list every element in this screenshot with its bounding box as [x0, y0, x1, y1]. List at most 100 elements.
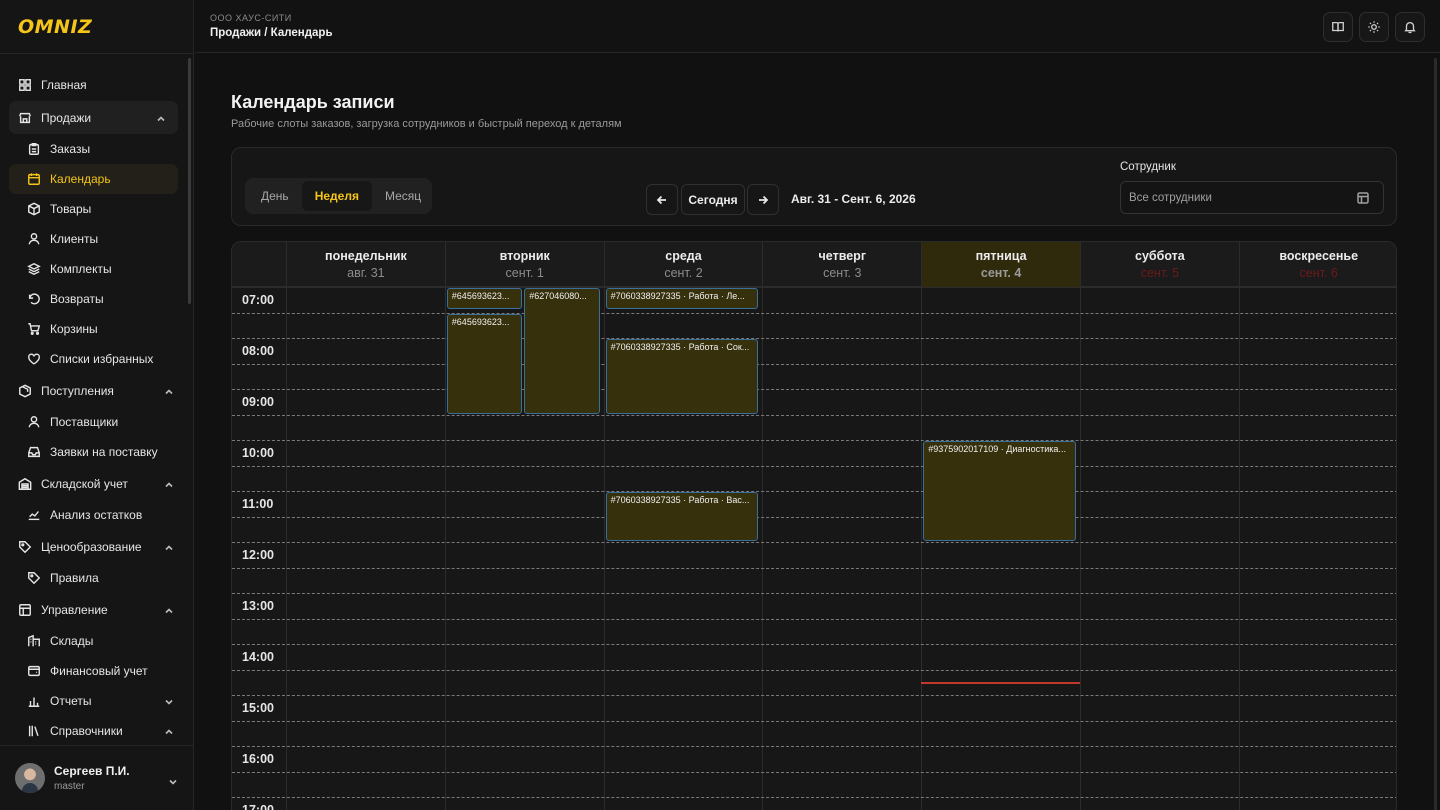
day-header[interactable]: суббота сент. 5: [1080, 242, 1239, 287]
sidebar-item-finance[interactable]: Финансовый учет: [0, 656, 186, 686]
next-week-button[interactable]: [747, 184, 779, 215]
chevron-up-icon[interactable]: [156, 113, 166, 123]
sun-icon: [1368, 21, 1380, 33]
sidebar-item-label: Продажи: [41, 110, 92, 125]
notifications-button[interactable]: [1395, 12, 1425, 42]
view-day-button[interactable]: День: [261, 189, 289, 203]
time-label: 16:00: [242, 752, 274, 766]
day-header[interactable]: вторник сент. 1: [444, 242, 604, 287]
arrow-left-icon: [656, 195, 666, 204]
sidebar-item-favorites[interactable]: Списки избранных: [0, 344, 186, 374]
sidebar-item-label: Главная: [41, 77, 87, 92]
sidebar-item-orders[interactable]: Заказы: [0, 134, 186, 164]
sidebar-item-label: Корзины: [50, 322, 98, 336]
hour-line: [232, 389, 1396, 390]
sidebar-item-label: Управление: [41, 602, 108, 617]
today-label: Сегодня: [688, 192, 738, 207]
time-label: 15:00: [242, 701, 274, 715]
sidebar-item-products[interactable]: Товары: [0, 194, 186, 224]
sidebar-item-label: Складской учет: [41, 476, 128, 491]
half-hour-line: [232, 567, 1396, 569]
hour-line: [232, 440, 1396, 441]
half-hour-line: [232, 669, 1396, 671]
sidebar-item-bundles[interactable]: Комплекты: [0, 254, 186, 284]
sidebar-item-reports[interactable]: Отчеты: [0, 686, 186, 716]
sidebar-item-rules[interactable]: Правила: [0, 563, 186, 593]
sidebar-item-label: Заявки на поставку: [50, 445, 158, 459]
time-label: 09:00: [242, 395, 274, 409]
sidebar-item-label: Заказы: [50, 142, 91, 156]
logo-text: OMNIZ: [18, 16, 93, 38]
sidebar-item-carts[interactable]: Корзины: [0, 314, 186, 344]
sidebar-item-stock-analysis[interactable]: Анализ остатков: [0, 500, 186, 530]
clipboard-icon: [27, 142, 41, 156]
calendar-event[interactable]: #645693623...: [446, 313, 523, 414]
sidebar-item-clients[interactable]: Клиенты: [0, 224, 186, 254]
prev-week-button[interactable]: [646, 184, 678, 215]
sidebar-item-suppliers[interactable]: Поставщики: [0, 407, 186, 437]
layout-icon: [18, 603, 32, 617]
logo[interactable]: OMNIZ: [18, 16, 93, 38]
sidebar-item-inventory[interactable]: Складской учет: [0, 467, 186, 500]
day-header[interactable]: понедельник авг. 31: [286, 242, 445, 287]
day-header[interactable]: среда сент. 2: [603, 242, 763, 287]
sidebar-item-management[interactable]: Управление: [0, 593, 186, 626]
day-header[interactable]: пятница сент. 4: [921, 242, 1080, 287]
calendar-event[interactable]: #7060338927335 · Работа · Сок...: [605, 339, 759, 414]
chevron-up-icon[interactable]: [164, 605, 174, 615]
day-column-divider: [1238, 287, 1240, 810]
employee-select-value: Все сотрудники: [1129, 191, 1212, 204]
time-label: 08:00: [242, 344, 274, 358]
day-name: пятница: [975, 249, 1027, 263]
docs-button[interactable]: [1323, 12, 1353, 42]
day-date: сент. 5: [1140, 266, 1180, 280]
sidebar-item-warehouses[interactable]: Склады: [0, 626, 186, 656]
sidebar-item-returns[interactable]: Возвраты: [0, 284, 186, 314]
sidebar-item-references[interactable]: Справочники: [0, 716, 186, 746]
book-open-icon: [1332, 21, 1344, 32]
view-week-button[interactable]: Неделя: [301, 181, 372, 211]
calendar-event[interactable]: #9375902017109 · Диагностика...: [923, 441, 1076, 541]
arrow-right-icon: [759, 195, 769, 204]
today-button[interactable]: Сегодня: [681, 184, 745, 215]
bell-icon: [1404, 21, 1416, 34]
chevron-up-icon[interactable]: [164, 386, 174, 396]
sidebar-item-home[interactable]: Главная: [0, 68, 186, 101]
day-name: вторник: [499, 249, 550, 263]
calendar-event[interactable]: #7060338927335 · Работа · Вас...: [605, 492, 759, 541]
sidebar-item-supply-requests[interactable]: Заявки на поставку: [0, 437, 186, 467]
chevron-up-icon[interactable]: [164, 726, 174, 736]
undo-icon: [27, 292, 41, 306]
main-scrollbar[interactable]: [1434, 58, 1437, 810]
tag-icon: [27, 571, 41, 585]
sidebar-item-receipts[interactable]: Поступления: [0, 374, 186, 407]
sidebar-scrollbar[interactable]: [188, 58, 191, 304]
calendar-event[interactable]: #627046080...: [524, 288, 600, 414]
view-month-button[interactable]: Месяц: [384, 189, 422, 203]
half-hour-line: [232, 363, 1396, 365]
sidebar-item-pricing[interactable]: Ценообразование: [0, 530, 186, 563]
calendar-grid[interactable]: 07:00 08:00 09:00 10:00 11:00 12:00 13:00 14:00…: [232, 287, 1396, 810]
chevron-down-icon[interactable]: [164, 696, 174, 706]
day-date: сент. 6: [1299, 266, 1338, 280]
employee-select[interactable]: Все сотрудники: [1120, 181, 1384, 214]
calendar-event[interactable]: #7060338927335 · Работа · Ле...: [605, 288, 759, 309]
sidebar-item-sales[interactable]: Продажи: [9, 101, 178, 134]
theme-button[interactable]: [1359, 12, 1389, 42]
chevron-up-icon[interactable]: [164, 479, 174, 489]
breadcrumb: Продажи / Календарь: [210, 27, 333, 39]
sidebar-item-calendar[interactable]: Календарь: [9, 164, 178, 194]
user-menu[interactable]: Сергеев П.И. master: [0, 745, 194, 810]
sidebar-item-label: Комплекты: [50, 262, 112, 276]
sidebar-item-label: Справочники: [50, 724, 123, 738]
day-header[interactable]: четверг сент. 3: [762, 242, 921, 287]
user-name: Сергеев П.И.: [54, 764, 130, 778]
day-column-divider: [921, 287, 923, 810]
calendar-event[interactable]: #645693623...: [446, 288, 523, 309]
day-header[interactable]: воскресенье сент. 6: [1238, 242, 1396, 287]
time-label: 13:00: [242, 599, 274, 613]
hour-line: [232, 491, 1396, 492]
sidebar-item-label: Возвраты: [50, 292, 104, 306]
time-label: 17:00: [242, 803, 274, 810]
chevron-up-icon[interactable]: [164, 542, 174, 552]
